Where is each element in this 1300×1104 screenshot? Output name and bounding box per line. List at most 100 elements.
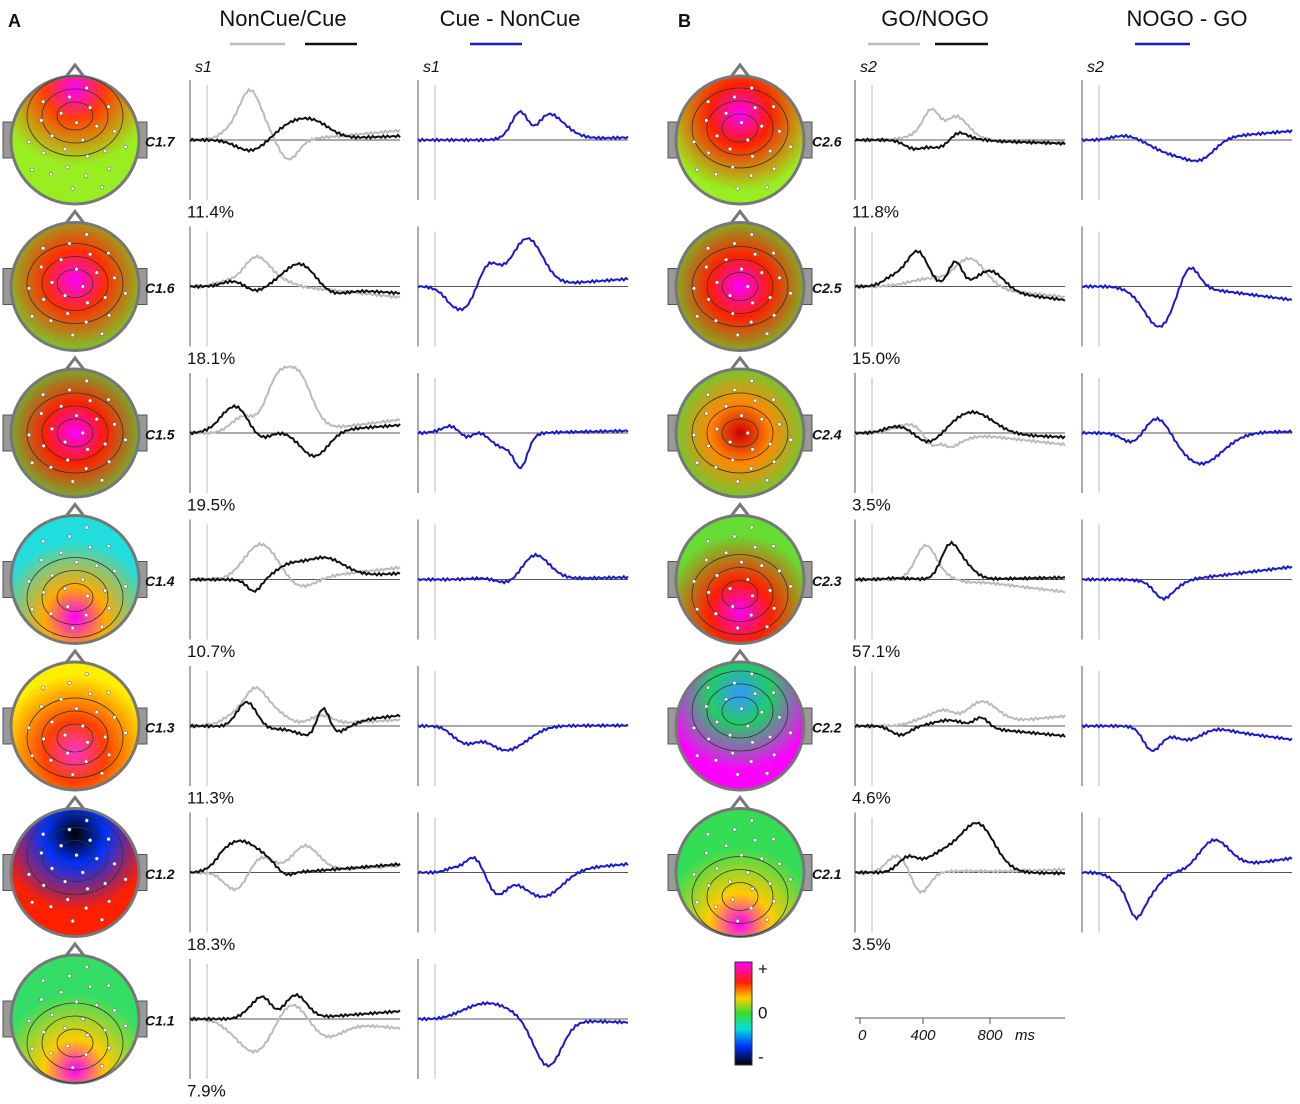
- electrode: [753, 838, 758, 843]
- electrode: [759, 124, 764, 129]
- electrode: [735, 479, 740, 484]
- electrode: [94, 270, 99, 275]
- topomap: [9, 514, 141, 645]
- waveform: [189, 365, 401, 436]
- electrode: [41, 590, 46, 595]
- variance-label: 10.7%: [187, 642, 235, 661]
- electrode: [85, 1033, 90, 1038]
- electrode: [65, 604, 70, 609]
- electrode: [30, 607, 35, 612]
- contour: [56, 418, 94, 448]
- waveform: [1081, 723, 1293, 753]
- electrode: [749, 232, 754, 237]
- component-label: C1.7: [145, 134, 176, 150]
- electrode: [750, 593, 755, 598]
- electrode: [65, 1044, 70, 1049]
- electrode: [749, 85, 754, 91]
- electrode: [63, 293, 68, 298]
- topomap: [674, 660, 806, 792]
- contour: [691, 392, 789, 474]
- electrode: [732, 94, 737, 100]
- electrode: [67, 973, 72, 979]
- electrode: [26, 139, 32, 144]
- electrode: [74, 560, 79, 565]
- waveform: [189, 992, 401, 1022]
- electrode: [49, 426, 55, 431]
- electrode: [772, 899, 777, 904]
- topomap: [674, 367, 806, 499]
- electrode: [706, 883, 711, 888]
- component-label: C2.5: [812, 280, 842, 296]
- electrode: [764, 917, 770, 922]
- contour: [706, 100, 774, 156]
- contour: [26, 697, 124, 779]
- electrode: [704, 704, 709, 709]
- electrode: [70, 772, 75, 777]
- electrode: [63, 733, 68, 738]
- electrode: [745, 284, 750, 289]
- component-label: C2.3: [812, 573, 842, 589]
- column-header: NOGO - GO: [1127, 6, 1248, 31]
- electrode: [74, 120, 79, 125]
- electrode: [753, 252, 758, 257]
- electrode: [30, 1046, 35, 1051]
- electrode: [739, 560, 744, 565]
- electrode: [788, 730, 793, 735]
- electrode: [94, 124, 99, 129]
- contour: [691, 670, 789, 752]
- electrode: [84, 964, 89, 970]
- contour: [691, 246, 789, 327]
- electrode: [764, 331, 770, 336]
- contour: [56, 1028, 94, 1058]
- waveform: [854, 854, 1066, 895]
- electrode: [49, 1012, 55, 1017]
- time-tick-label: 0: [858, 1027, 867, 1044]
- electrode: [730, 751, 735, 756]
- electrode: [730, 311, 735, 316]
- electrode: [123, 730, 128, 735]
- time-unit: ms: [1015, 1027, 1035, 1044]
- electrode: [112, 715, 117, 720]
- electrode: [724, 257, 729, 262]
- electrode: [714, 719, 720, 724]
- color-bar: [734, 961, 753, 1066]
- waveform: [189, 685, 401, 729]
- variance-label: 3.5%: [852, 935, 891, 954]
- electrode: [70, 625, 75, 631]
- electrode: [49, 866, 55, 871]
- topomap: [674, 807, 806, 938]
- electrode: [706, 539, 711, 544]
- electrode: [771, 837, 776, 842]
- electrode: [691, 432, 697, 437]
- electrode: [745, 723, 750, 729]
- electrode: [84, 173, 89, 178]
- electrode: [30, 167, 35, 172]
- electrode: [123, 584, 128, 589]
- electrode: [49, 280, 55, 285]
- electrode: [764, 185, 770, 190]
- electrode: [30, 314, 35, 319]
- electrode: [59, 697, 64, 702]
- electrode: [67, 94, 72, 100]
- electrode: [724, 843, 729, 848]
- waveform: [190, 261, 401, 296]
- topomap: [9, 807, 141, 938]
- electrode: [713, 904, 718, 909]
- contour: [26, 75, 124, 157]
- electrode: [788, 291, 793, 296]
- waveform: [417, 109, 629, 143]
- waveform: [417, 423, 629, 470]
- electrode: [80, 577, 85, 582]
- electrode: [106, 690, 111, 695]
- contour: [56, 840, 94, 869]
- electrode: [753, 105, 758, 110]
- panel-label: B: [678, 11, 691, 31]
- electrode: [48, 465, 53, 470]
- electrode: [777, 275, 782, 280]
- electrode: [99, 185, 105, 190]
- contour: [706, 567, 774, 622]
- electrode: [745, 137, 750, 143]
- contour: [721, 272, 759, 301]
- electrode: [706, 832, 711, 837]
